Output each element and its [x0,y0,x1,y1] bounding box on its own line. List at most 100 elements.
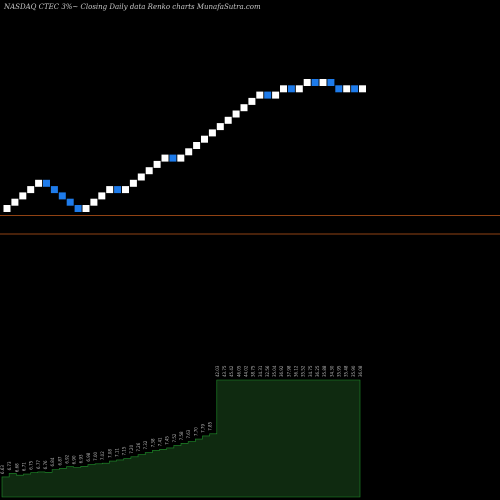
tick-label: 7.38 [150,438,155,447]
tick-label: 38.75 [251,365,256,377]
tick-label: 45.42 [229,365,234,377]
tick-label: 35.52 [301,365,306,377]
tick-label: 7.52 [172,433,177,442]
tick-label: 34.30 [329,365,334,377]
tick-label: 35.48 [344,365,349,377]
renko-brick-up [303,79,311,86]
tick-label: 7.32 [143,440,148,449]
renko-brick-up [82,205,90,212]
tick-label: 36.25 [315,365,320,377]
tick-label: 7.00 [93,451,98,460]
renko-brick-up [185,148,193,156]
renko-brick-up [280,85,287,93]
tick-label: 6.98 [86,452,91,461]
renko-brick-up [319,79,327,86]
renko-brick-up [153,160,161,168]
tick-label: 35.95 [337,365,342,377]
tick-label: 6.68 [14,463,19,472]
tick-label: 6.77 [36,460,41,469]
tick-label: 7.85 [208,421,213,430]
renko-brick-down [66,198,74,206]
renko-brick-up [343,85,351,93]
renko-brick-up [106,186,114,194]
tick-label: 7.70 [193,427,198,436]
tick-label: 6.73 [7,461,12,470]
renko-brick-down [50,186,58,194]
tick-label: 7.11 [115,448,120,457]
tick-label: 46.05 [236,365,241,377]
tick-label: 7.20 [129,444,134,453]
renko-brick-up [35,179,43,187]
tick-label: 36.92 [279,365,284,377]
renko-brick-down [58,192,66,200]
tick-label: 7.26 [136,442,141,451]
tick-label: 6.90 [72,455,77,464]
tick-label: 6.63 [0,465,5,474]
tick-label: 7.08 [107,449,112,458]
renko-brick-down [287,85,295,93]
renko-brick-down [114,186,122,194]
tick-label: 6.93 [79,454,84,463]
renko-brick-up [272,91,280,99]
tick-label: 35.90 [351,365,356,377]
tick-label: 32.56 [265,365,270,377]
renko-brick-up [3,205,11,212]
renko-brick-down [169,154,177,162]
renko-brick-up [98,192,106,200]
renko-brick-up [145,167,153,175]
tick-label: 36.12 [294,365,299,377]
tick-label: 6.76 [43,460,48,469]
renko-brick-up [232,110,240,118]
chart-title: NASDAQ CTEC 3%~ Closing Daily data Renko… [4,3,261,11]
renko-brick-up [27,186,35,194]
tick-label: 34.75 [308,365,313,377]
renko-brick-down [327,79,335,86]
tick-label: 34.31 [258,365,263,377]
tick-label: 7.79 [200,424,205,433]
renko-brick-up [90,198,98,206]
area-series [1,379,361,498]
renko-brick-up [208,129,216,137]
tick-label: 6.92 [64,454,69,463]
tick-label: 7.58 [179,431,184,440]
tick-label: 37.98 [286,365,291,377]
renko-brick-up [19,192,27,200]
renko-brick-up [11,198,19,206]
tick-label: 7.02 [100,451,105,460]
tick-label: 6.87 [57,456,62,465]
tick-label: 6.71 [21,462,26,471]
renko-brick-down [311,79,319,86]
renko-brick-up [177,154,185,162]
renko-brick-up [256,91,264,99]
renko-brick-up [161,154,169,162]
renko-brick-up [224,116,232,124]
tick-label: 36.08 [358,365,363,377]
tick-label: 7.63 [186,429,191,438]
renko-brick-up [216,123,224,131]
tick-label: 43.75 [222,365,227,377]
renko-brick-up [137,173,145,181]
renko-brick-down [264,91,272,99]
renko-brick-up [129,179,137,187]
renko-brick-up [201,135,208,143]
tick-label: 6.75 [29,460,34,469]
tick-label: 44.02 [243,365,248,377]
tick-label: 35.88 [322,365,327,377]
renko-brick-down [74,205,82,212]
renko-brick-up [193,142,201,149]
renko-brick-down [43,179,50,187]
renko-brick-down [335,85,343,93]
renko-brick-up [122,186,129,194]
tick-label: 7.41 [158,437,163,446]
renko-brick-down [351,85,359,93]
tick-label: 7.45 [165,436,170,445]
tick-label: 35.04 [272,365,277,377]
renko-brick-up [295,85,303,93]
renko-brick-up [359,85,366,93]
renko-brick-up [240,104,248,112]
tick-label: 42.03 [215,365,220,377]
tick-label: 6.84 [50,457,55,466]
tick-label: 7.15 [122,446,127,455]
